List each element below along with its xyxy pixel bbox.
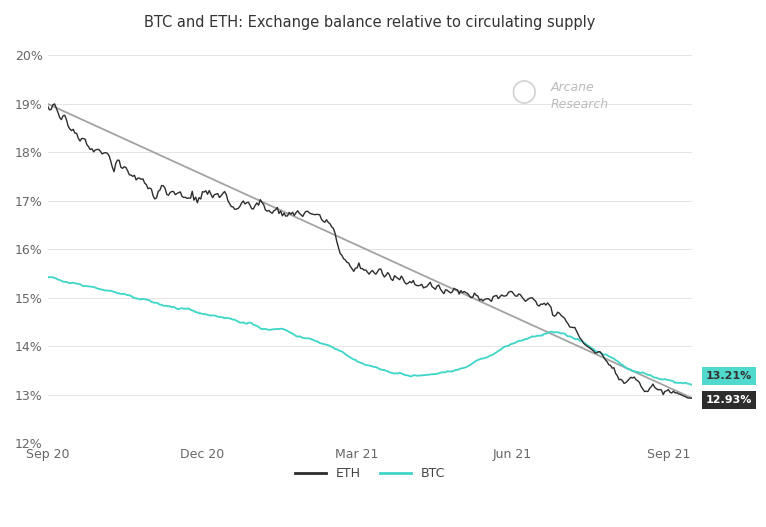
Text: 12.93%: 12.93% bbox=[705, 395, 752, 405]
Legend: ETH, BTC: ETH, BTC bbox=[290, 462, 450, 485]
Text: Arcane
Research: Arcane Research bbox=[550, 81, 608, 111]
Title: BTC and ETH: Exchange balance relative to circulating supply: BTC and ETH: Exchange balance relative t… bbox=[144, 15, 596, 30]
Text: 13.21%: 13.21% bbox=[705, 370, 752, 380]
Text: ○: ○ bbox=[511, 77, 538, 106]
